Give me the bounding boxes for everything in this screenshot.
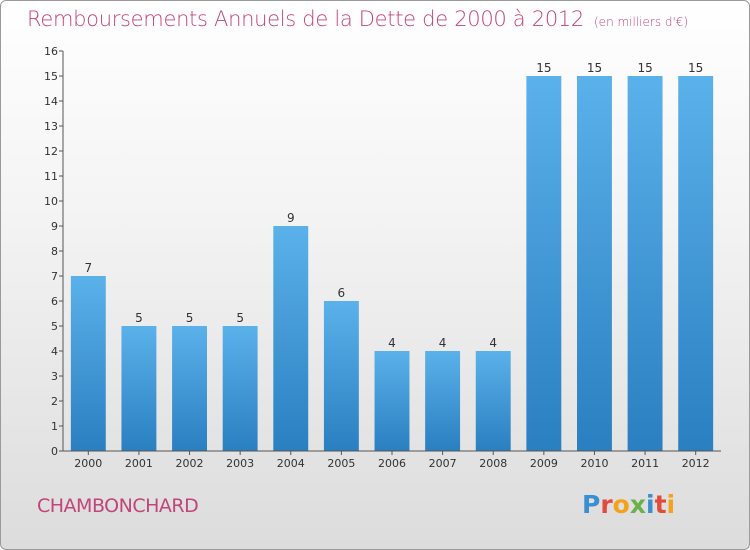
y-tick-label-9: 9 [51, 220, 58, 233]
x-tick-label-2006: 2006 [378, 457, 406, 470]
commune-name: CHAMBONCHARD [37, 495, 199, 517]
y-tick-label-14: 14 [44, 95, 58, 108]
bar-2005 [323, 301, 359, 451]
bar-value-label-2008: 4 [489, 336, 497, 350]
unit-label: (en milliers d'€) [594, 15, 689, 29]
x-tick-label-2001: 2001 [125, 457, 153, 470]
y-tick-label-3: 3 [51, 370, 58, 383]
y-tick-label-11: 11 [44, 170, 58, 183]
bar-value-label-2010: 15 [587, 61, 602, 75]
y-tick-label-0: 0 [51, 445, 58, 458]
logo-letter: i [646, 490, 655, 519]
y-tick-label-8: 8 [51, 245, 58, 258]
logo-text: Proxiti [582, 490, 675, 519]
bar-2003 [222, 326, 258, 451]
bar-2009 [526, 76, 562, 451]
bar-2002 [172, 326, 207, 451]
bar-value-label-2004: 9 [287, 211, 295, 225]
chart-title-block: Remboursements Annuels de la Dette de 20… [27, 7, 688, 31]
logo-letter: r [600, 490, 613, 519]
logo-letter: x [629, 490, 646, 519]
y-tick-label-4: 4 [51, 345, 58, 358]
bar-value-label-2007: 4 [439, 336, 447, 350]
x-tick-label-2003: 2003 [226, 457, 254, 470]
bar-2004 [273, 226, 309, 451]
proxiti-logo[interactable]: Proxiti [582, 490, 692, 526]
y-tick-label-12: 12 [44, 145, 58, 158]
y-tick-label-2: 2 [51, 395, 58, 408]
bar-value-label-2001: 5 [135, 311, 143, 325]
x-tick-label-2008: 2008 [479, 457, 507, 470]
x-tick-label-2004: 2004 [277, 457, 305, 470]
x-tick-label-2002: 2002 [176, 457, 204, 470]
bar-2008 [475, 351, 511, 451]
y-tick-label-16: 16 [44, 45, 58, 58]
y-tick-label-15: 15 [44, 70, 58, 83]
bar-2007 [425, 351, 461, 451]
y-tick-label-1: 1 [51, 420, 58, 433]
y-tick-label-13: 13 [44, 120, 58, 133]
logo-letter: t [654, 490, 667, 519]
bar-value-label-2003: 5 [236, 311, 244, 325]
bar-value-label-2009: 15 [536, 61, 551, 75]
bar-value-label-2006: 4 [388, 336, 396, 350]
y-tick-label-7: 7 [51, 270, 58, 283]
bar-2006 [374, 351, 410, 451]
x-tick-label-2007: 2007 [429, 457, 457, 470]
bar-value-label-2002: 5 [186, 311, 194, 325]
bar-2001 [121, 326, 157, 451]
x-tick-label-2009: 2009 [530, 457, 558, 470]
logo-letter: i [666, 490, 676, 519]
bar-2011 [627, 76, 663, 451]
bar-value-label-2012: 15 [688, 61, 703, 75]
logo-letter: o [612, 490, 630, 519]
x-tick-label-2012: 2012 [682, 457, 710, 470]
chart-title: Remboursements Annuels de la Dette de 20… [27, 7, 584, 31]
x-tick-label-2011: 2011 [631, 457, 659, 470]
x-tick-label-2005: 2005 [327, 457, 355, 470]
bar-value-label-2000: 7 [84, 261, 92, 275]
x-tick-label-2010: 2010 [580, 457, 608, 470]
bar-value-label-2011: 15 [637, 61, 652, 75]
logo-letter: P [582, 490, 601, 519]
bar-value-label-2005: 6 [338, 286, 346, 300]
x-tick-label-2000: 2000 [74, 457, 102, 470]
y-tick-label-5: 5 [51, 320, 58, 333]
bar-2010 [577, 76, 612, 451]
y-tick-label-6: 6 [51, 295, 58, 308]
y-tick-label-10: 10 [44, 195, 58, 208]
bar-2012 [678, 76, 714, 451]
bar-2000 [70, 276, 106, 451]
